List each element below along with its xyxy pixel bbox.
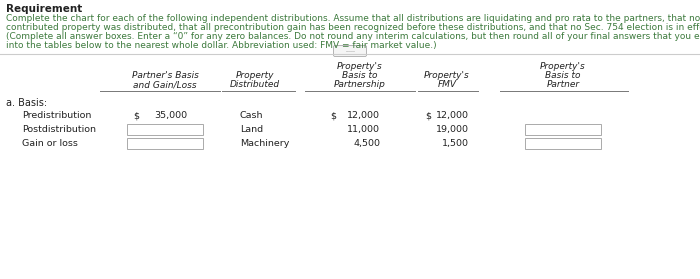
- Text: .....: .....: [345, 49, 355, 54]
- Text: 12,000: 12,000: [347, 111, 380, 120]
- Text: Property's: Property's: [337, 62, 383, 71]
- Text: Basis to: Basis to: [545, 71, 581, 80]
- Bar: [525, 138, 601, 149]
- Text: Machinery: Machinery: [240, 139, 289, 148]
- Text: Land: Land: [240, 125, 263, 134]
- Bar: [127, 138, 203, 149]
- Text: 4,500: 4,500: [353, 139, 380, 148]
- Text: a. Basis:: a. Basis:: [6, 98, 47, 108]
- Text: Partner's Basis: Partner's Basis: [132, 71, 198, 80]
- Text: Basis to: Basis to: [342, 71, 378, 80]
- Text: Predistribution: Predistribution: [22, 111, 92, 120]
- Text: contributed property was distributed, that all precontribution gain has been rec: contributed property was distributed, th…: [6, 23, 700, 32]
- Text: 1,500: 1,500: [442, 139, 469, 148]
- Text: Complete the chart for each of the following independent distributions. Assume t: Complete the chart for each of the follo…: [6, 14, 700, 23]
- Text: 12,000: 12,000: [436, 111, 469, 120]
- Text: Requirement: Requirement: [6, 4, 83, 14]
- Text: Property's: Property's: [424, 71, 470, 80]
- Bar: [525, 124, 601, 135]
- Text: Gain or loss: Gain or loss: [22, 139, 78, 148]
- Text: and Gain/Loss: and Gain/Loss: [133, 80, 197, 89]
- Text: Distributed: Distributed: [230, 80, 280, 89]
- Text: into the tables below to the nearest whole dollar. Abbreviation used: FMV = fair: into the tables below to the nearest who…: [6, 41, 437, 50]
- Text: Property: Property: [236, 71, 274, 80]
- Text: Postdistribution: Postdistribution: [22, 125, 96, 134]
- Text: $: $: [133, 111, 139, 120]
- Text: $: $: [425, 111, 431, 120]
- Text: Property's: Property's: [540, 62, 586, 71]
- Text: Partnership: Partnership: [334, 80, 386, 89]
- Text: 19,000: 19,000: [436, 125, 469, 134]
- Text: FMV: FMV: [438, 80, 456, 89]
- Text: (Complete all answer boxes. Enter a “0” for any zero balances. Do not round any : (Complete all answer boxes. Enter a “0” …: [6, 32, 700, 41]
- Bar: [127, 124, 203, 135]
- FancyBboxPatch shape: [333, 45, 367, 57]
- Text: 11,000: 11,000: [347, 125, 380, 134]
- Text: Partner: Partner: [547, 80, 580, 89]
- Text: $: $: [330, 111, 336, 120]
- Text: Cash: Cash: [240, 111, 263, 120]
- Text: 35,000: 35,000: [154, 111, 187, 120]
